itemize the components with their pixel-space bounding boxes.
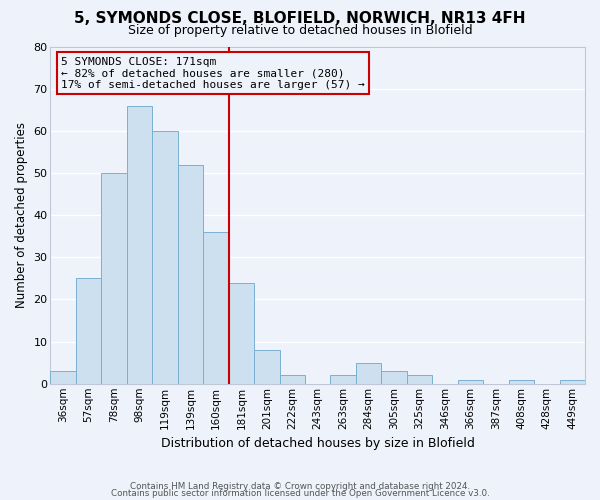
Bar bbox=[560, 380, 585, 384]
Bar bbox=[152, 131, 178, 384]
Bar bbox=[254, 350, 280, 384]
Bar bbox=[458, 380, 483, 384]
Bar bbox=[331, 376, 356, 384]
Bar bbox=[101, 173, 127, 384]
Text: 5, SYMONDS CLOSE, BLOFIELD, NORWICH, NR13 4FH: 5, SYMONDS CLOSE, BLOFIELD, NORWICH, NR1… bbox=[74, 11, 526, 26]
Bar bbox=[407, 376, 432, 384]
Text: Contains HM Land Registry data © Crown copyright and database right 2024.: Contains HM Land Registry data © Crown c… bbox=[130, 482, 470, 491]
Bar bbox=[178, 164, 203, 384]
Bar bbox=[229, 282, 254, 384]
X-axis label: Distribution of detached houses by size in Blofield: Distribution of detached houses by size … bbox=[161, 437, 475, 450]
Text: 5 SYMONDS CLOSE: 171sqm
← 82% of detached houses are smaller (280)
17% of semi-d: 5 SYMONDS CLOSE: 171sqm ← 82% of detache… bbox=[61, 56, 365, 90]
Bar bbox=[203, 232, 229, 384]
Bar bbox=[356, 362, 382, 384]
Text: Size of property relative to detached houses in Blofield: Size of property relative to detached ho… bbox=[128, 24, 472, 37]
Bar bbox=[280, 376, 305, 384]
Bar bbox=[50, 371, 76, 384]
Bar bbox=[509, 380, 534, 384]
Bar bbox=[127, 106, 152, 384]
Bar bbox=[76, 278, 101, 384]
Text: Contains public sector information licensed under the Open Government Licence v3: Contains public sector information licen… bbox=[110, 490, 490, 498]
Y-axis label: Number of detached properties: Number of detached properties bbox=[15, 122, 28, 308]
Bar bbox=[382, 371, 407, 384]
